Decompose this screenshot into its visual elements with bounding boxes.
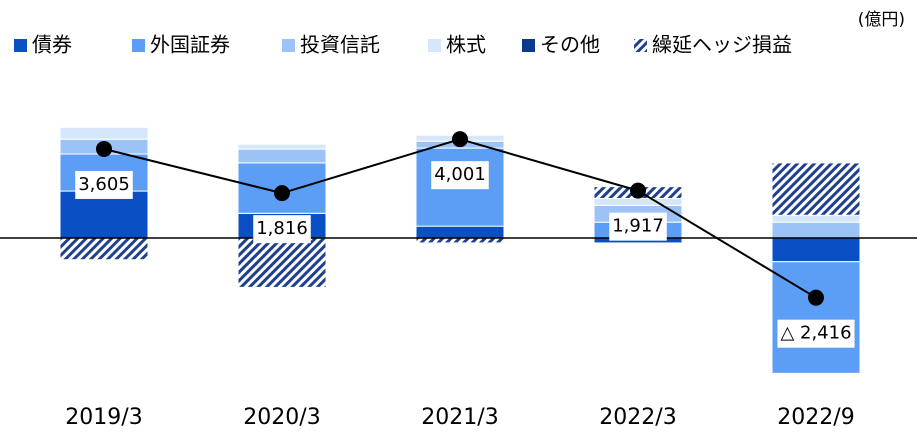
- x-tick-label: 2021/3: [421, 405, 498, 430]
- legend-swatch: [132, 39, 145, 52]
- unit-label: (億円): [858, 10, 905, 30]
- data-label-group: 3,605: [75, 170, 133, 199]
- data-label: 1,917: [612, 216, 664, 237]
- data-label: 1,816: [256, 218, 308, 239]
- legend-swatch: [282, 39, 295, 52]
- total-point: [808, 289, 824, 306]
- legend-label: 投資信託: [300, 33, 380, 57]
- bar-segment: [771, 214, 861, 223]
- bar-segment: [59, 126, 149, 140]
- bar-segment: [771, 162, 861, 216]
- legend-label: 繰延ヘッジ損益: [652, 33, 792, 57]
- legend-label: その他: [540, 33, 600, 57]
- x-tick-label: 2020/3: [243, 405, 320, 430]
- legend-swatch: [522, 39, 535, 52]
- legend-swatch: [14, 39, 27, 52]
- legend-label: 債券: [32, 33, 72, 57]
- data-label: △ 2,416: [780, 323, 851, 344]
- total-point: [96, 140, 112, 157]
- bar-segment: [593, 197, 683, 206]
- legend-swatch: [428, 39, 441, 52]
- data-label: 4,001: [434, 164, 486, 185]
- x-tick-label: 2019/3: [65, 405, 142, 430]
- data-label-group: 4,001: [431, 161, 489, 190]
- data-label-box: [431, 161, 489, 190]
- legend-swatch: [634, 39, 647, 52]
- bar-segment: [415, 225, 505, 239]
- bar-segment: [59, 237, 149, 261]
- data-label-box: [75, 170, 133, 199]
- data-label-box: [253, 215, 311, 244]
- bar-segment: [771, 237, 861, 263]
- data-label-box: [609, 212, 667, 241]
- bar-segment: [771, 221, 861, 239]
- data-label: 3,605: [78, 174, 130, 195]
- x-tick-label: 2022/9: [777, 405, 854, 430]
- bar-segment: [237, 143, 327, 150]
- total-point: [452, 131, 468, 148]
- x-tick-label: 2022/3: [599, 405, 676, 430]
- bar-segment: [237, 237, 327, 288]
- legend-label: 株式: [446, 33, 486, 57]
- data-label-box: [777, 319, 855, 348]
- total-point: [630, 182, 646, 199]
- bar-segment: [237, 148, 327, 164]
- data-label-group: 1,816: [253, 215, 311, 244]
- legend-label: 外国証券: [150, 33, 230, 57]
- data-label-group: 1,917: [609, 212, 667, 241]
- data-label-group: △ 2,416: [777, 319, 855, 348]
- total-point: [274, 185, 290, 202]
